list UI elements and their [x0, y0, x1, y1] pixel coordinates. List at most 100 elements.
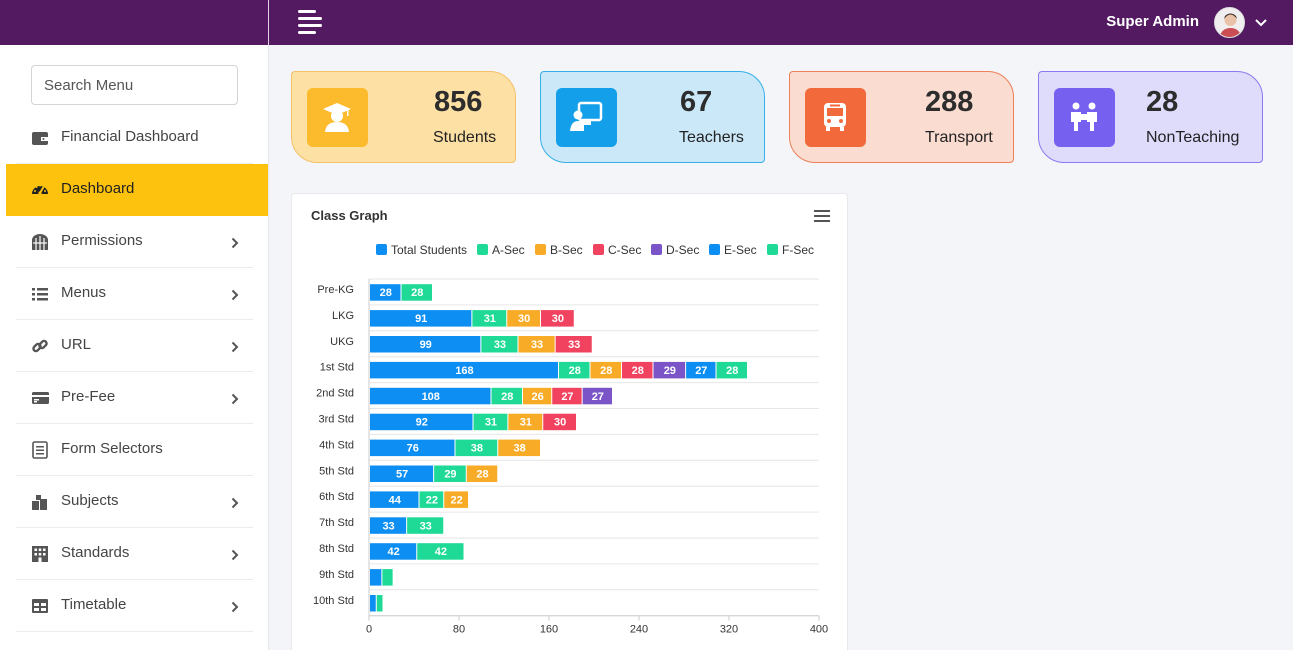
sidebar-item-label: Menus — [61, 284, 107, 301]
bar-value-label: 33 — [494, 339, 506, 351]
brand-area — [0, 0, 269, 45]
stat-card-teachers[interactable]: 67 Teachers — [540, 71, 765, 163]
bar — [376, 595, 383, 612]
user-name[interactable]: Super Admin — [1106, 13, 1199, 30]
avatar[interactable] — [1214, 7, 1245, 38]
sidebar-item-permissions[interactable]: Permissions — [16, 216, 253, 268]
book-icon — [31, 493, 49, 511]
legend-label: E-Sec — [724, 243, 757, 257]
sidebar: Financial Dashboard Dashboard Permissions M… — [0, 45, 269, 650]
bar-value-label: 30 — [518, 313, 530, 325]
bar — [370, 543, 417, 560]
bar-value-label: 28 — [726, 365, 738, 377]
sidebar-item-financial-dashboard[interactable]: Financial Dashboard — [16, 112, 253, 164]
top-bar: Super Admin — [0, 0, 1293, 45]
bar — [508, 413, 543, 431]
search-menu-input[interactable] — [31, 65, 238, 105]
sidebar-item-label: URL — [61, 336, 92, 353]
sidebar-item-label: Dashboard — [61, 180, 135, 197]
bar-value-label: 27 — [561, 391, 573, 403]
category-label: 2nd Std — [316, 388, 354, 400]
bar-value-label: 33 — [568, 339, 580, 351]
legend-swatch — [709, 244, 720, 255]
category-label: LKG — [332, 310, 354, 322]
chevron-right-icon — [231, 496, 239, 509]
stat-value: 288 — [925, 86, 974, 118]
stat-label: Students — [433, 129, 497, 146]
building-icon — [31, 545, 49, 563]
legend-label: D-Sec — [666, 243, 699, 257]
sidebar-item-subjects[interactable]: Subjects — [16, 476, 253, 528]
bar-value-label: 33 — [531, 339, 543, 351]
stat-card-nonteaching[interactable]: 28 NonTeaching — [1038, 71, 1263, 163]
panel-title: Class Graph — [311, 208, 388, 223]
bar-value-label: 57 — [396, 469, 408, 481]
bar-value-label: 31 — [484, 313, 496, 325]
bar — [370, 465, 434, 482]
bar — [622, 361, 653, 379]
sidebar-item-pre-fee[interactable]: Pre-Fee — [16, 372, 253, 424]
legend-label: C-Sec — [608, 243, 641, 257]
x-tick-label: 400 — [810, 624, 828, 636]
hamburger-menu-icon[interactable] — [814, 210, 830, 222]
bar — [653, 361, 686, 379]
category-label: 3rd Std — [319, 414, 354, 426]
stat-icon-tile — [1054, 88, 1115, 147]
sidebar-item-label: Permissions — [61, 232, 143, 249]
sidebar-item-standards[interactable]: Standards — [16, 528, 253, 580]
category-label: 9th Std — [319, 569, 354, 581]
bar-value-label: 76 — [407, 443, 419, 455]
bar-value-label: 28 — [476, 469, 488, 481]
sidebar-item-label: Subjects — [61, 492, 119, 509]
sidebar-item-label: Financial Dashboard — [61, 128, 199, 145]
legend-swatch — [477, 244, 488, 255]
sidebar-item-url[interactable]: URL — [16, 320, 253, 372]
bar — [590, 361, 621, 379]
bar-value-label: 30 — [554, 417, 566, 429]
bar — [370, 413, 473, 431]
sidebar-item-menus[interactable]: Menus — [16, 268, 253, 320]
bar — [555, 336, 592, 353]
legend-swatch — [593, 244, 604, 255]
sidebar-item-dashboard[interactable]: Dashboard — [6, 164, 268, 216]
bar-value-label: 29 — [444, 469, 456, 481]
student-icon — [320, 100, 354, 139]
bar-value-label: 28 — [632, 365, 644, 377]
bar — [473, 413, 508, 431]
bar-value-label: 44 — [389, 494, 402, 506]
bar-value-label: 28 — [501, 391, 513, 403]
category-label: UKG — [330, 336, 354, 348]
bar-value-label: 168 — [455, 365, 473, 377]
bar-value-label: 29 — [664, 365, 676, 377]
legend-label: A-Sec — [492, 243, 525, 257]
sidebar-item-form-selectors[interactable]: Form Selectors — [16, 424, 253, 476]
bar-value-label: 26 — [532, 391, 544, 403]
chevron-down-icon[interactable] — [1254, 16, 1268, 28]
bar — [686, 361, 716, 379]
category-label: Pre-KG — [317, 284, 354, 296]
bar-value-label: 31 — [485, 417, 497, 429]
teacher-icon — [569, 100, 603, 139]
category-label: 7th Std — [319, 517, 354, 529]
sidebar-item-label: Timetable — [61, 596, 127, 613]
bar-value-label: 33 — [420, 520, 432, 532]
bar — [466, 465, 498, 482]
category-label: 4th Std — [319, 439, 354, 451]
stat-card-transport[interactable]: 288 Transport — [789, 71, 1014, 163]
chevron-right-icon — [231, 392, 239, 405]
link-icon — [31, 337, 49, 355]
bar — [370, 387, 491, 405]
bar-value-label: 22 — [426, 494, 438, 506]
menu-toggle-icon[interactable] — [298, 10, 324, 34]
sidebar-item-timetable[interactable]: Timetable — [16, 580, 253, 632]
bar-value-label: 38 — [514, 443, 526, 455]
bar-value-label: 27 — [695, 365, 707, 377]
stat-card-students[interactable]: 856 Students — [291, 71, 516, 163]
speedometer-icon — [31, 181, 49, 199]
bar-value-label: 27 — [592, 391, 604, 403]
chevron-right-icon — [231, 340, 239, 353]
sidebar-item-label: Standards — [61, 544, 130, 561]
stat-label: NonTeaching — [1146, 129, 1240, 146]
wallet-icon — [31, 129, 49, 147]
bar — [552, 387, 582, 405]
